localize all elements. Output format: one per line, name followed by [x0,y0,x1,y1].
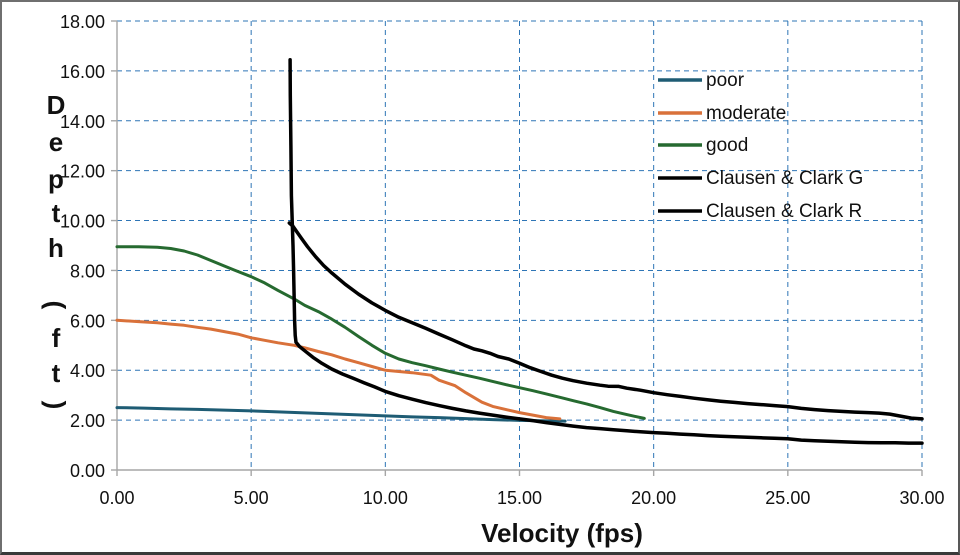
y-tick-label: 16.00 [60,62,105,82]
y-tick-label: 8.00 [70,261,105,281]
x-axis-title: Velocity (fps) [481,518,643,548]
y-tick-label: 0.00 [70,461,105,481]
y-axis-title-char: t [52,358,61,388]
y-axis-title-char: f [52,323,61,353]
legend-item-clausen-clark-r: Clausen & Clark R [658,201,862,222]
series-line-good [115,245,646,420]
y-axis-title-char: ) [41,401,71,410]
legend-item-moderate: moderate [658,103,786,124]
y-tick-label: 14.00 [60,112,105,132]
y-tick-label: 12.00 [60,162,105,182]
y-axis-title-char: h [48,233,64,263]
y-axis-title-char: t [52,198,61,228]
y-axis-title-char: p [48,164,64,194]
series-line-clausen-clark-r [288,57,924,445]
y-tick-label: 6.00 [70,311,105,331]
x-tick-label: 25.00 [765,488,810,508]
y-tick-label: 18.00 [60,12,105,32]
legend-label: Clausen & Clark R [706,201,862,222]
y-axis-title-char: D [47,90,66,120]
legend-label: moderate [706,103,786,124]
legend: poor moderate good Clausen & Clark G Clausen… [658,70,863,222]
legend-label: Clausen & Clark G [706,168,863,189]
x-tick-label: 10.00 [363,488,408,508]
legend-item-good: good [658,135,748,156]
x-tick-label: 5.00 [234,488,269,508]
x-tick-label: 15.00 [497,488,542,508]
series-line-poor [115,406,567,423]
y-tick-label: 4.00 [70,361,105,381]
data-series [115,57,924,445]
legend-item-clausen-clark-g: Clausen & Clark G [658,168,863,189]
x-tick-label: 20.00 [631,488,676,508]
x-tick-label: 30.00 [899,488,944,508]
gridlines [117,20,923,470]
x-tick-label: 0.00 [99,488,134,508]
series-line-clausen-clark-g [287,221,924,421]
y-tick-label: 2.00 [70,411,105,431]
axis-labels: 0.00 2.00 4.00 6.00 8.00 10.00 12.00 14.00 16.00… [41,12,945,548]
y-tick-label: 10.00 [60,212,105,232]
legend-item-poor: poor [658,70,745,91]
y-axis-title-char: ( [41,301,71,310]
series-line-moderate [115,318,562,421]
y-axis-title-char: e [49,127,63,157]
legend-label: poor [706,70,745,91]
legend-label: good [706,135,748,156]
